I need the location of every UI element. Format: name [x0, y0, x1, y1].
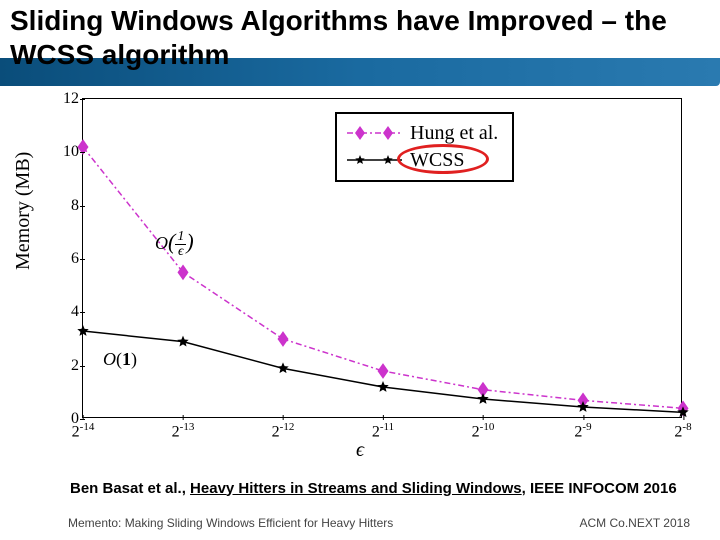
citation-venue: , IEEE INFOCOM 2016	[522, 480, 677, 497]
x-tick: 2-13	[172, 421, 195, 441]
slide-header: Sliding Windows Algorithms have Improved…	[0, 0, 720, 77]
y-tick: 2	[51, 357, 79, 375]
citation-authors: Ben Basat et al.,	[70, 480, 190, 497]
x-axis-label: ϵ	[356, 439, 364, 462]
memory-chart: Memory (MB) Hung et al.WCSS O(1ϵ) O(1) 0…	[20, 90, 700, 460]
citation-title: Heavy Hitters in Streams and Sliding Win…	[190, 480, 522, 497]
footer-left: Memento: Making Sliding Windows Efficien…	[68, 516, 393, 530]
x-tick: 2-8	[674, 421, 691, 441]
y-tick: 4	[51, 303, 79, 321]
annotation-hung-order: O(1ϵ)	[155, 229, 194, 258]
y-tick: 6	[51, 250, 79, 268]
citation: Ben Basat et al., Heavy Hitters in Strea…	[70, 479, 677, 499]
x-tick: 2-11	[372, 421, 394, 441]
highlight-oval	[397, 144, 489, 174]
y-tick: 12	[51, 90, 79, 108]
footer-right: ACM Co.NEXT 2018	[580, 516, 691, 530]
x-tick: 2-14	[72, 421, 95, 441]
legend-row-hung: Hung et al.	[347, 120, 498, 147]
x-tick: 2-9	[574, 421, 591, 441]
annotation-wcss-order: O(1)	[103, 349, 137, 370]
y-axis-label: Memory (MB)	[12, 152, 35, 270]
x-tick: 2-12	[272, 421, 295, 441]
legend-label-hung: Hung et al.	[410, 122, 498, 145]
plot-area: Hung et al.WCSS O(1ϵ) O(1) 0246810122-14…	[82, 98, 682, 418]
x-tick: 2-10	[472, 421, 495, 441]
footer: Memento: Making Sliding Windows Efficien…	[68, 516, 690, 530]
y-tick: 8	[51, 197, 79, 215]
slide-title: Sliding Windows Algorithms have Improved…	[10, 4, 710, 71]
y-tick: 10	[51, 143, 79, 161]
